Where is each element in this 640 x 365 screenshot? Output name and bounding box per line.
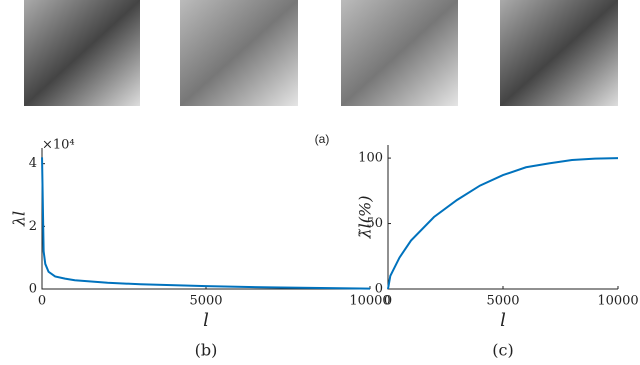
y-tick-label: 0 (375, 282, 383, 297)
x-tick-label: 5000 (189, 294, 222, 309)
y-tick-label: 50 (366, 216, 383, 231)
y-tick-label: 4 (29, 156, 37, 171)
axes (41, 148, 370, 290)
axes (387, 145, 618, 290)
image-reconstructed (341, 0, 458, 106)
data-line (41, 157, 371, 290)
axis-multiplier: ×10⁴ (42, 138, 75, 153)
image-blurred (180, 0, 298, 106)
caption: (c) (492, 341, 513, 360)
y-tick-label: 2 (29, 219, 37, 234)
image-restored (500, 0, 618, 106)
y-axis-label: λ̃l(%) (356, 196, 375, 240)
caption: (b) (195, 341, 218, 360)
x-tick-label: 5000 (486, 294, 519, 309)
image-original (24, 0, 140, 106)
y-axis-label: λl (10, 211, 29, 227)
x-tick-label: 10000 (349, 294, 390, 309)
y-tick-label: 100 (358, 151, 383, 166)
data-line (387, 157, 619, 290)
x-axis-label: l (500, 310, 506, 331)
x-tick-label: 10000 (597, 294, 638, 309)
caption: (a) (315, 132, 330, 146)
x-tick-label: 0 (384, 294, 392, 309)
x-tick-label: 0 (38, 294, 46, 309)
y-tick-label: 0 (29, 282, 37, 297)
x-axis-label: l (203, 310, 209, 331)
